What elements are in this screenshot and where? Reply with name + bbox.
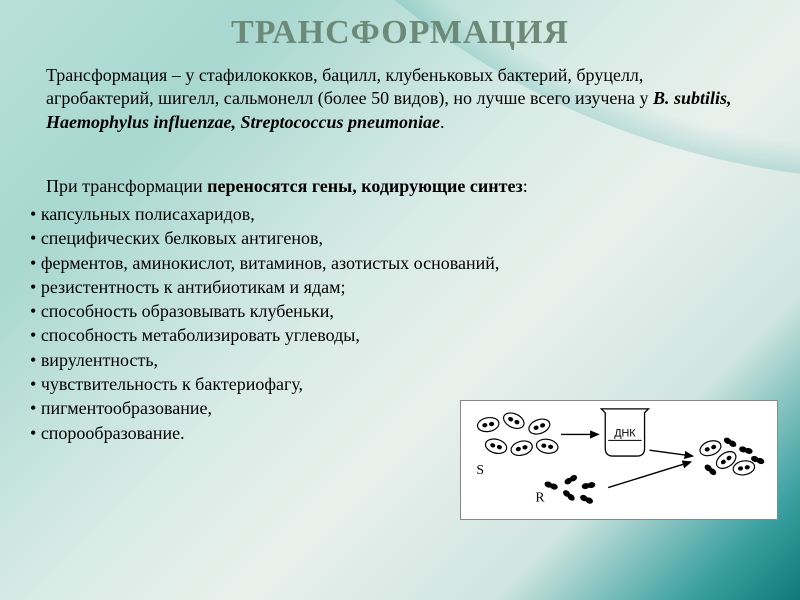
diagram-svg: S R ДНК: [461, 401, 777, 519]
list-item: специфических белковых антигенов,: [30, 226, 550, 250]
svg-text:R: R: [535, 489, 545, 504]
intro-prefix: Трансформация – у стафилококков, бацилл,…: [46, 65, 653, 108]
list-item: капсульных полисахаридов,: [30, 202, 550, 226]
list-item: вирулентность,: [30, 348, 550, 372]
genes-bold: переносятся гены, кодирующие синтез: [207, 176, 523, 196]
list-item: чувствительность к бактериофагу,: [30, 372, 550, 396]
transformation-diagram: S R ДНК: [460, 400, 778, 520]
list-item: ферментов, аминокислот, витаминов, азоти…: [30, 251, 550, 275]
svg-text:ДНК: ДНК: [614, 427, 636, 439]
genes-prefix: При трансформации: [46, 176, 207, 196]
svg-text:S: S: [476, 462, 484, 477]
genes-suffix: :: [523, 176, 528, 196]
intro-suffix: .: [440, 112, 445, 132]
list-item: резистентность к антибиотикам и ядам;: [30, 275, 550, 299]
genes-paragraph: При трансформации переносятся гены, коди…: [46, 174, 746, 198]
intro-paragraph: Трансформация – у стафилококков, бацилл,…: [46, 64, 746, 134]
list-item: способность образовывать клубеньки,: [30, 299, 550, 323]
list-item: способность метаболизировать углеводы,: [30, 323, 550, 347]
page-title: ТРАНСФОРМАЦИЯ: [0, 14, 800, 52]
